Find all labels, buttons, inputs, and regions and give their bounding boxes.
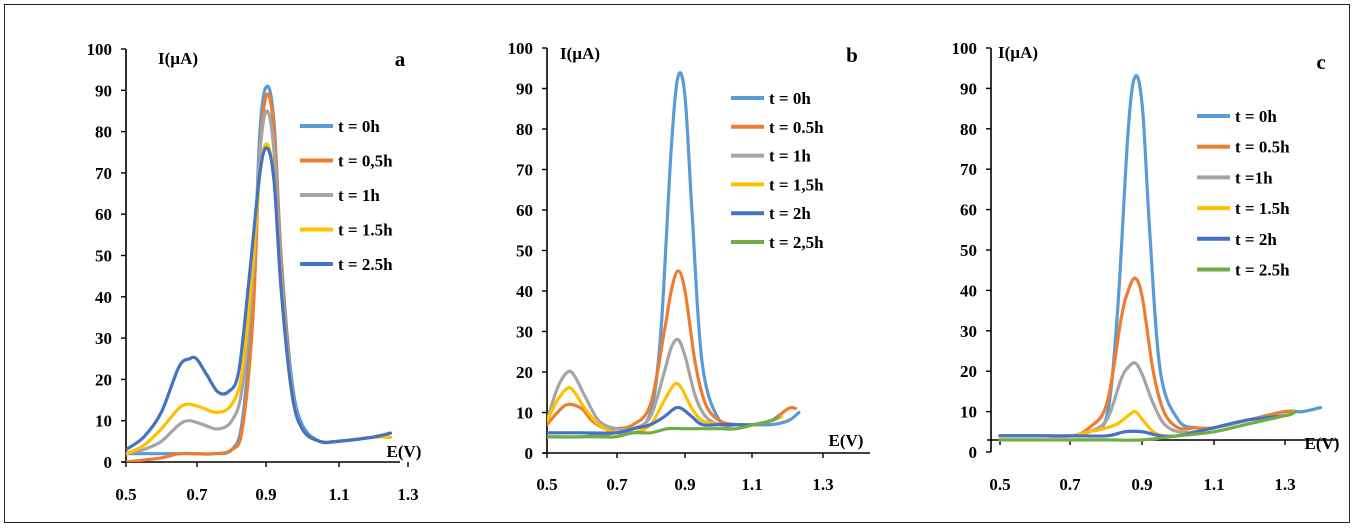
y-tick-label: 40 bbox=[95, 288, 112, 307]
y-tick-label: 60 bbox=[516, 201, 533, 220]
y-tick-label: 10 bbox=[95, 412, 112, 431]
y-tick-label: 100 bbox=[87, 40, 113, 59]
y-tick-label: 90 bbox=[516, 80, 533, 99]
panel-label: c bbox=[1316, 50, 1325, 74]
y-tick-label: 90 bbox=[95, 81, 112, 100]
y-tick-label: 50 bbox=[95, 247, 112, 266]
y-tick-label: 100 bbox=[952, 39, 978, 58]
y-tick-label: 70 bbox=[960, 160, 977, 179]
y-tick-label: 40 bbox=[516, 282, 533, 301]
y-tick-label: 0 bbox=[104, 453, 113, 472]
y-tick-label: 90 bbox=[960, 79, 977, 98]
legend-label: t = 1.5h bbox=[1235, 199, 1290, 218]
y-tick-label: 100 bbox=[508, 39, 534, 58]
y-tick-label: 70 bbox=[516, 161, 533, 180]
y-tick-label: 0 bbox=[525, 444, 534, 463]
y-tick-label: 20 bbox=[95, 370, 112, 389]
legend-label: t = 2.5h bbox=[338, 255, 393, 274]
series-line-1 bbox=[998, 74, 1323, 438]
legend-label: t = 0.5h bbox=[1235, 138, 1290, 157]
x-tick-label: 1.3 bbox=[812, 475, 833, 494]
legend-label: t = 0h bbox=[338, 117, 380, 136]
series-line-2 bbox=[998, 276, 1298, 439]
y-tick-label: 30 bbox=[960, 322, 977, 341]
y-tick-label: 20 bbox=[516, 363, 533, 382]
x-tick-label: 1.3 bbox=[397, 485, 418, 504]
x-tick-label: 0.5 bbox=[115, 485, 136, 504]
x-tick-label: 0.5 bbox=[989, 475, 1010, 494]
legend-label: t = 1h bbox=[338, 186, 380, 205]
legend-label: t = 2h bbox=[1235, 230, 1277, 249]
y-tick-label: 70 bbox=[95, 164, 112, 183]
y-axis-label: I(µA) bbox=[158, 49, 198, 68]
x-tick-label: 0.7 bbox=[186, 485, 208, 504]
y-tick-label: 60 bbox=[960, 201, 977, 220]
legend-label: t = 0.5h bbox=[769, 118, 824, 137]
legend-label: t = 2,5h bbox=[769, 233, 824, 252]
y-tick-label: 50 bbox=[960, 241, 977, 260]
y-axis-label: I(µA) bbox=[560, 44, 600, 63]
legend-label: t = 0h bbox=[769, 89, 811, 108]
x-tick-label: 1.1 bbox=[741, 475, 762, 494]
series-line-5 bbox=[998, 410, 1298, 438]
x-tick-label: 0.7 bbox=[1059, 475, 1081, 494]
y-tick-label: 30 bbox=[516, 323, 533, 342]
chart-panel-a: 0 10 20 30 40 50 60 70 80 90 100 0.5 0.7 0.9 1.1 1.3 I(µ… bbox=[87, 40, 422, 504]
x-axis-label: E(V) bbox=[1305, 434, 1340, 453]
panel-label: a bbox=[395, 47, 406, 71]
x-tick-label: 0.7 bbox=[606, 475, 628, 494]
y-tick-label: 80 bbox=[95, 123, 112, 142]
x-axis-label: E(V) bbox=[829, 431, 864, 450]
y-tick-label: 40 bbox=[960, 281, 977, 300]
legend-label: t = 1,5h bbox=[769, 175, 824, 194]
series-line-6 bbox=[998, 410, 1298, 442]
legend-label: t = 0,5h bbox=[338, 152, 393, 171]
y-tick-label: 80 bbox=[516, 120, 533, 139]
figure-frame bbox=[4, 4, 1350, 523]
y-tick-label: 10 bbox=[960, 403, 977, 422]
x-tick-label: 0.9 bbox=[1131, 475, 1152, 494]
legend-label: t = 1.5h bbox=[338, 221, 393, 240]
y-tick-label: 50 bbox=[516, 242, 533, 261]
y-tick-label: 10 bbox=[516, 404, 533, 423]
x-axis-label: E(V) bbox=[387, 442, 422, 461]
x-tick-label: 1.1 bbox=[328, 485, 349, 504]
legend-label: t =1h bbox=[1235, 168, 1273, 187]
y-tick-label: 20 bbox=[960, 362, 977, 381]
legend-label: t = 2.5h bbox=[1235, 261, 1290, 280]
series-line-5 bbox=[126, 146, 392, 452]
y-tick-label: 80 bbox=[960, 120, 977, 139]
x-tick-label: 1.1 bbox=[1203, 475, 1224, 494]
panel-label: b bbox=[846, 43, 858, 67]
legend-label: t = 0h bbox=[1235, 107, 1277, 126]
legend-label: t = 1h bbox=[769, 147, 811, 166]
chart-panel-b: 0 10 20 30 40 50 60 70 80 90 100 0.5 0.7 0.9 1.1 1.3 I(µ… bbox=[508, 39, 870, 494]
x-tick-label: 0.5 bbox=[536, 475, 557, 494]
chart-panel-c: 0 10 20 30 40 50 60 70 80 90 100 0.5 0.7 0.9 1.1 1.3 I(µ… bbox=[952, 39, 1340, 494]
y-tick-label: 60 bbox=[95, 205, 112, 224]
y-axis-label: I(µA) bbox=[998, 43, 1038, 62]
y-tick-label: 30 bbox=[95, 329, 112, 348]
x-tick-label: 0.9 bbox=[674, 475, 695, 494]
y-tick-label: 0 bbox=[969, 443, 978, 462]
x-tick-label: 1.3 bbox=[1274, 475, 1295, 494]
series-line-6 bbox=[547, 415, 780, 439]
legend-label: t = 2h bbox=[769, 204, 811, 223]
x-tick-label: 0.9 bbox=[255, 485, 276, 504]
